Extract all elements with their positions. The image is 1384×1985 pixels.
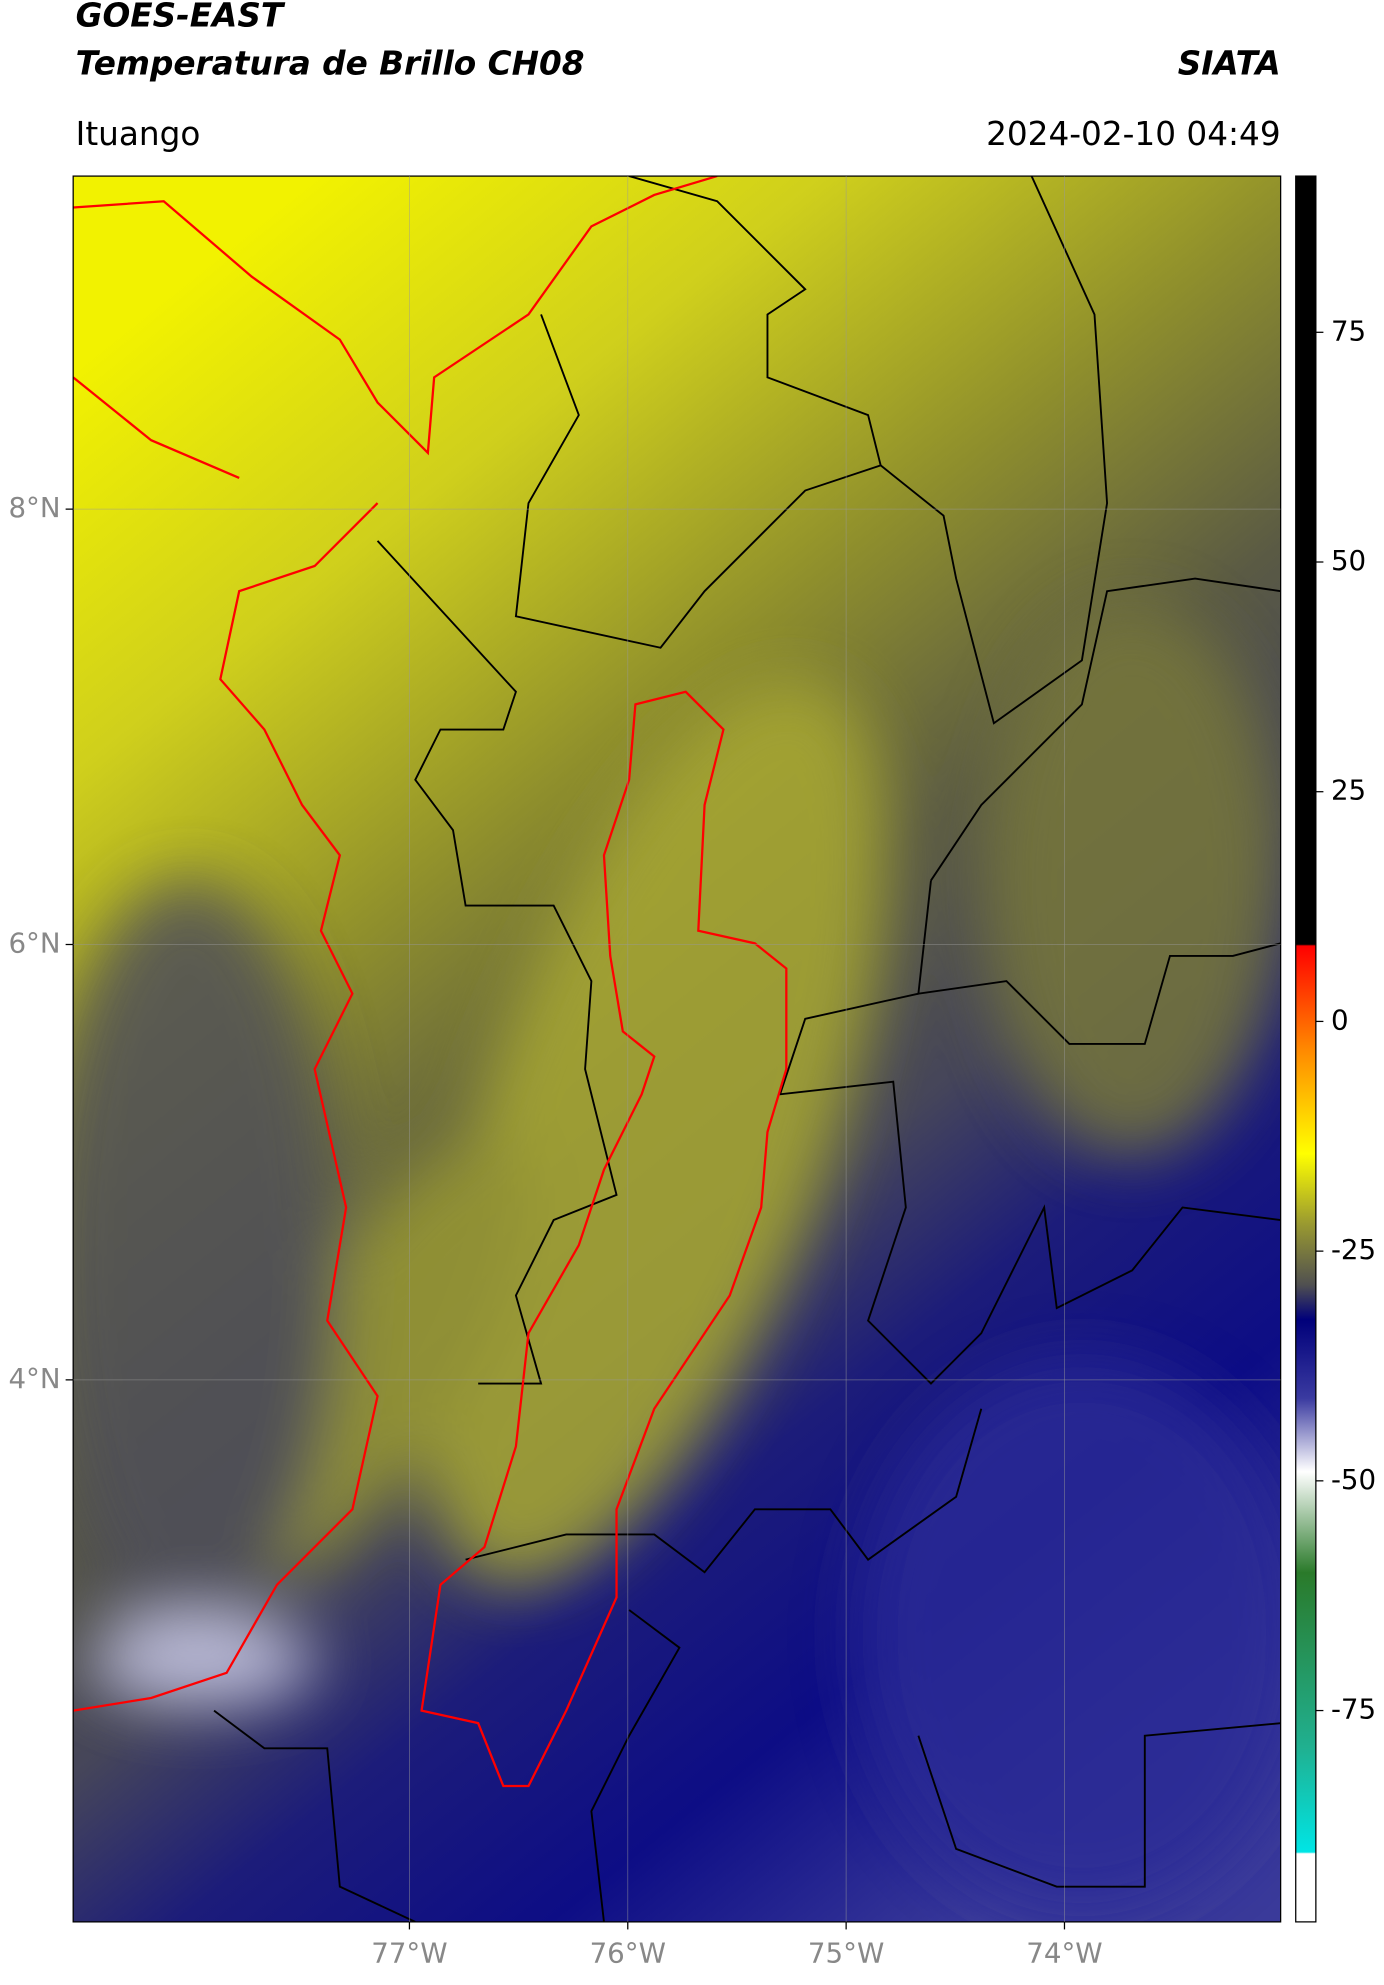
subtitle: Temperatura de Brillo CH08 bbox=[76, 44, 585, 82]
y-tick-label: 4°N bbox=[8, 1362, 60, 1395]
colorbar-tick-label: -50 bbox=[1331, 1463, 1376, 1496]
map-frame bbox=[72, 175, 1282, 1923]
x-tick-label: 74°W bbox=[1026, 1937, 1102, 1970]
map-image bbox=[73, 176, 1281, 1922]
colorbar-tick-label: -25 bbox=[1331, 1233, 1376, 1266]
region: Ituango bbox=[76, 115, 201, 153]
x-tick-label: 75°W bbox=[808, 1937, 884, 1970]
x-tick-label: 76°W bbox=[590, 1937, 666, 1970]
datetime: 2024-02-10 04:49 bbox=[986, 115, 1281, 153]
title: GOES-EAST bbox=[76, 0, 286, 35]
colorbar bbox=[1295, 175, 1317, 1923]
y-tick-label: 8°N bbox=[8, 491, 60, 524]
colorbar-tick-label: -75 bbox=[1331, 1693, 1376, 1726]
x-tick-label: 77°W bbox=[371, 1937, 447, 1970]
colorbar-tick-label: 0 bbox=[1331, 1003, 1349, 1036]
colorbar-tick-label: 75 bbox=[1331, 314, 1366, 347]
y-tick-label: 6°N bbox=[8, 927, 60, 960]
source: SIATA bbox=[1178, 44, 1281, 82]
colorbar-tick-label: 25 bbox=[1331, 774, 1366, 807]
colorbar-tick-label: 50 bbox=[1331, 544, 1366, 577]
